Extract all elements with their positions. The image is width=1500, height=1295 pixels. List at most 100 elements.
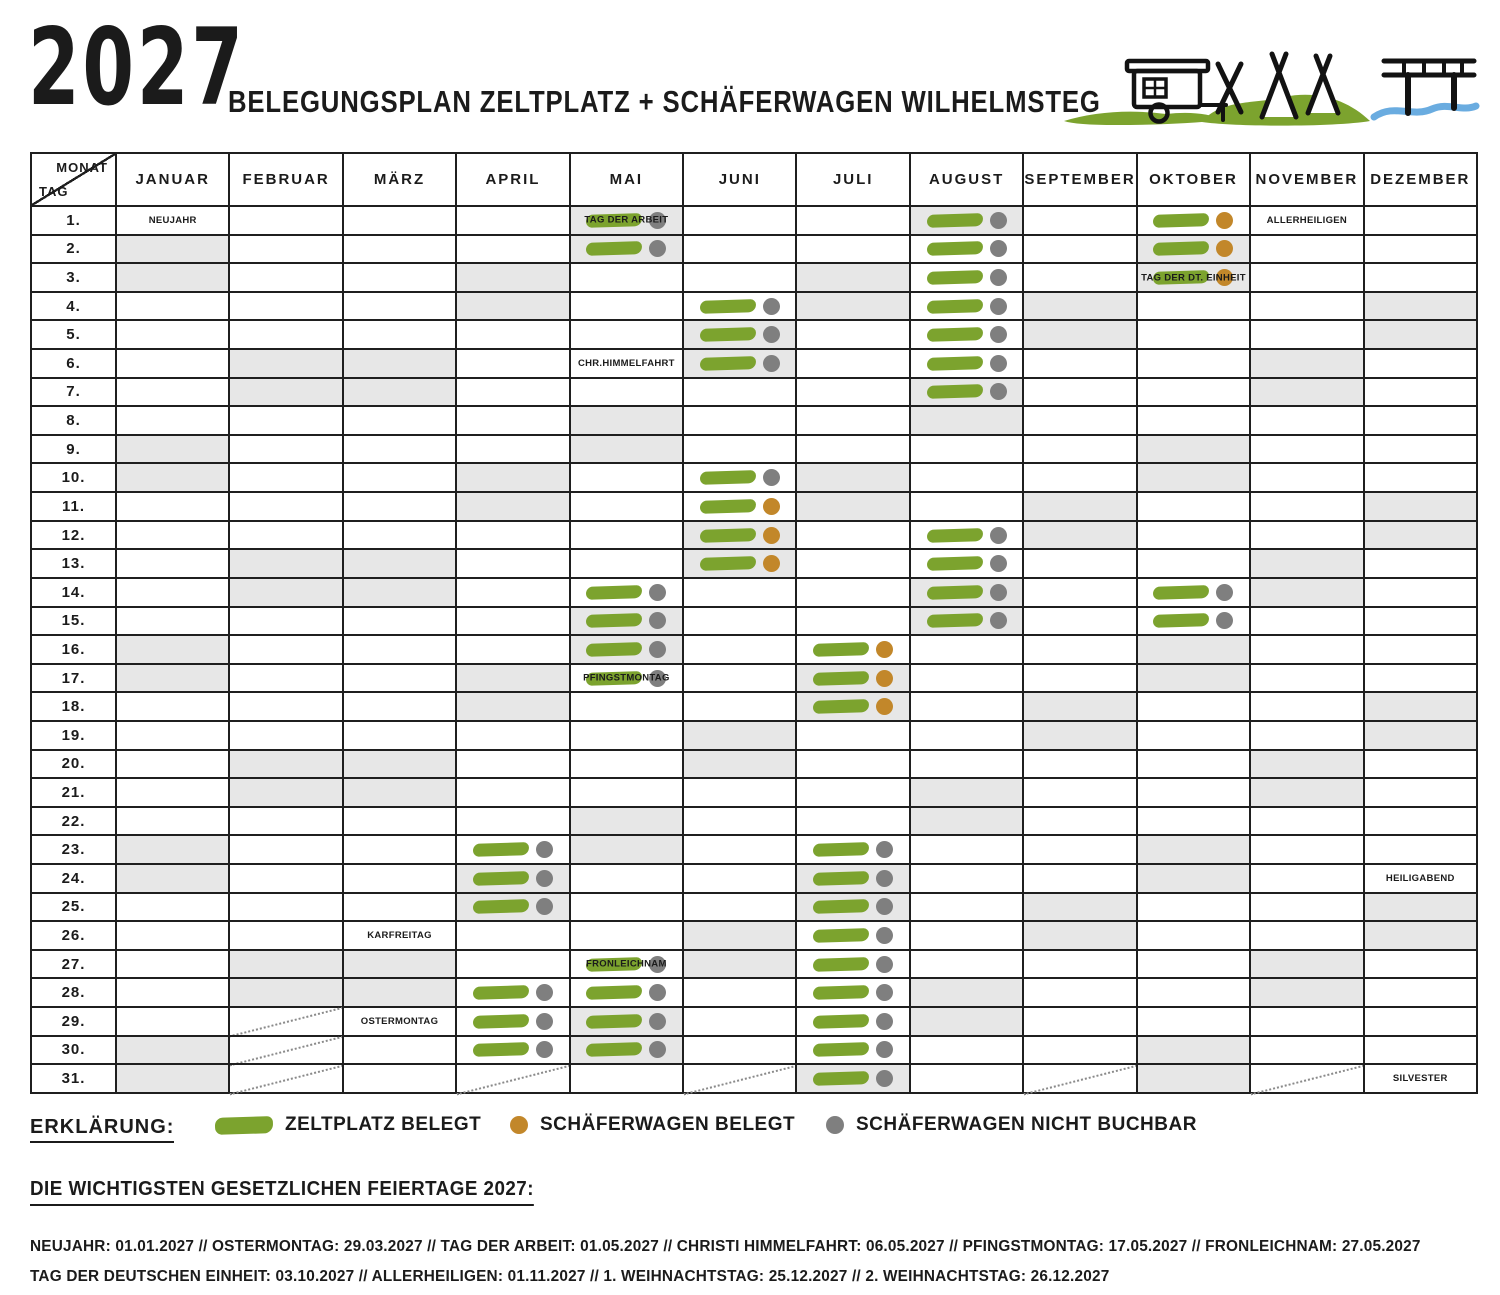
cell-februar-16: [228, 634, 342, 663]
cell-april-3: [455, 262, 569, 291]
cell-juli-17: [795, 662, 909, 692]
cell-juni-14: [682, 576, 796, 606]
zeltplatz-pill: [472, 985, 530, 1001]
cell-august-3: [908, 262, 1023, 291]
cell-februar-20: [228, 748, 342, 778]
cell-dezember-31: SILVESTER: [1362, 1063, 1476, 1092]
cell-august-27: [908, 948, 1023, 978]
cell-februar-6: [228, 348, 342, 377]
cell-märz-29: OSTERMONTAG: [341, 1006, 456, 1035]
cell-september-19: [1022, 719, 1136, 749]
cell-juni-17: [682, 662, 796, 692]
booking-marker: [586, 640, 667, 658]
cell-märz-7: [341, 376, 456, 406]
cell-juni-11: [682, 491, 796, 520]
cell-juli-2: [795, 233, 909, 263]
cell-oktober-7: [1135, 376, 1250, 406]
schaeferwagen-belegt-dot-icon: [510, 1116, 528, 1134]
cell-märz-18: [341, 691, 456, 720]
legend-label: ZELTPLATZ BELEGT: [285, 1114, 482, 1135]
cell-oktober-14: [1135, 576, 1250, 606]
cell-november-23: [1249, 834, 1363, 864]
cell-januar-29: [115, 1006, 229, 1035]
booking-marker: [926, 326, 1007, 344]
zeltplatz-pill: [812, 956, 870, 972]
cell-januar-18: [115, 691, 229, 720]
legend-label: SCHÄFERWAGEN BELEGT: [540, 1114, 796, 1135]
cell-märz-8: [341, 405, 456, 434]
cell-november-31: [1249, 1063, 1363, 1092]
cell-januar-12: [115, 519, 229, 549]
cell-november-3: [1249, 262, 1363, 291]
schaeferwagen-nicht-buchbar-dot: [876, 1041, 894, 1059]
cell-oktober-4: [1135, 290, 1250, 320]
cell-oktober-29: [1135, 1006, 1250, 1035]
cell-juni-20: [682, 748, 796, 778]
cell-februar-21: [228, 777, 342, 806]
zeltplatz-pill: [812, 642, 870, 657]
day-row-label: 13.: [30, 548, 115, 577]
shepherd-wagon-icon: [1124, 58, 1228, 124]
cell-juni-16: [682, 634, 796, 663]
cell-mai-12: [568, 519, 683, 549]
cell-juni-26: [682, 920, 796, 949]
schaeferwagen-nicht-buchbar-dot: [535, 869, 553, 887]
zeltplatz-pill: [1153, 241, 1210, 257]
schaeferwagen-belegt-dot: [876, 669, 894, 687]
holiday-label: CHR.HIMMELFAHRT: [577, 357, 675, 369]
cell-februar-1: [228, 205, 342, 234]
cell-juni-3: [682, 262, 796, 291]
cell-august-4: [908, 290, 1023, 320]
cell-januar-11: [115, 491, 229, 520]
booking-marker: [699, 469, 780, 487]
cell-mai-15: [568, 605, 683, 635]
cell-juni-9: [682, 433, 796, 463]
cell-juli-20: [795, 748, 909, 778]
cell-dezember-18: [1362, 691, 1476, 720]
cell-dezember-17: [1362, 662, 1476, 692]
cell-august-2: [908, 233, 1023, 263]
cell-april-11: [455, 491, 569, 520]
cell-april-9: [455, 433, 569, 463]
cell-mai-14: [568, 576, 683, 606]
cell-dezember-4: [1362, 290, 1476, 320]
cell-märz-22: [341, 805, 456, 835]
cell-juli-27: [795, 948, 909, 978]
month-header-juni: JUNI: [682, 152, 796, 205]
cell-august-12: [908, 519, 1023, 549]
cell-oktober-28: [1135, 977, 1250, 1007]
day-row-label: 20.: [30, 748, 115, 778]
cell-juni-13: [682, 548, 796, 577]
schaeferwagen-nicht-buchbar-dot: [989, 555, 1007, 573]
cell-juni-31: [682, 1063, 796, 1092]
cell-märz-28: [341, 977, 456, 1007]
zeltplatz-pill: [1153, 613, 1210, 629]
zeltplatz-pill: [926, 584, 983, 600]
cell-februar-31: [228, 1063, 342, 1092]
cell-november-30: [1249, 1034, 1363, 1064]
cell-januar-28: [115, 977, 229, 1007]
cell-februar-25: [228, 891, 342, 921]
cell-märz-11: [341, 491, 456, 520]
cell-juni-30: [682, 1034, 796, 1064]
month-header-november: NOVEMBER: [1249, 152, 1363, 205]
cell-april-7: [455, 376, 569, 406]
day-row-label: 10.: [30, 462, 115, 492]
cell-juli-13: [795, 548, 909, 577]
zeltplatz-pill: [926, 327, 983, 343]
schaeferwagen-nicht-buchbar-dot: [989, 383, 1007, 401]
day-row-label: 14.: [30, 576, 115, 606]
booking-marker: [472, 1041, 553, 1059]
cell-juli-6: [795, 348, 909, 377]
schaeferwagen-nicht-buchbar-dot: [649, 1041, 667, 1059]
cell-juli-10: [795, 462, 909, 492]
zeltplatz-pill: [586, 584, 643, 600]
cell-februar-11: [228, 491, 342, 520]
cell-april-4: [455, 290, 569, 320]
booking-marker: [1153, 612, 1234, 630]
cell-november-14: [1249, 576, 1363, 606]
zeltplatz-pill: [926, 241, 983, 257]
cell-februar-13: [228, 548, 342, 577]
schaeferwagen-nicht-buchbar-dot: [535, 1041, 553, 1059]
cell-april-23: [455, 834, 569, 864]
